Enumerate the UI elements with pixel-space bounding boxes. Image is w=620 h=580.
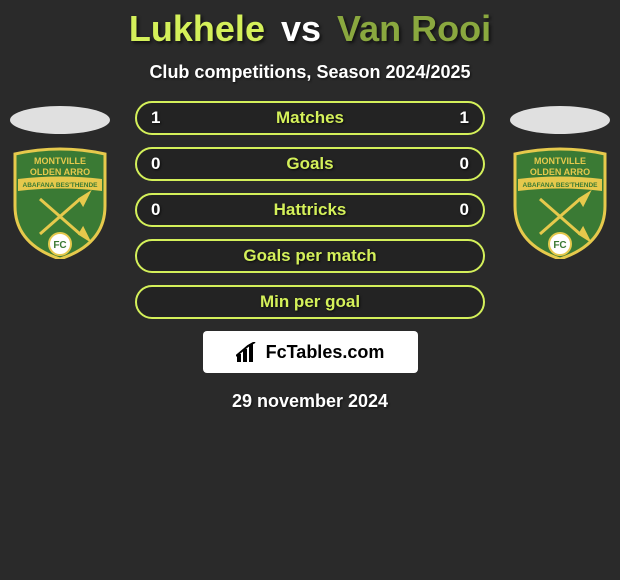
stat-label: Goals [286,154,333,174]
player1-avatar: MONTVILLEOLDEN ARROABAFANA BES'THENDEFC [10,106,110,221]
stat-label: Hattricks [274,200,347,220]
player1-head-placeholder [10,106,110,134]
brand-logo: FcTables.com [203,331,418,373]
stat-left-value: 0 [151,200,160,220]
stat-right-value: 0 [460,200,469,220]
stat-left-value: 0 [151,154,160,174]
svg-text:FC: FC [553,240,566,251]
stat-label: Matches [276,108,344,128]
player2-club-crest: MONTVILLEOLDEN ARRO ABAFANA BES'THENDE FC [510,144,610,259]
player2-head-placeholder [510,106,610,134]
footer-date: 29 november 2024 [0,391,620,412]
player2-avatar: MONTVILLEOLDEN ARROABAFANA BES'THENDEFC [510,106,610,221]
stat-label: Min per goal [260,292,360,312]
stat-row: Goals per match [135,239,485,273]
stat-right-value: 1 [460,108,469,128]
title-player2: Van Rooi [337,8,491,49]
page-title: Lukhele vs Van Rooi [0,0,620,50]
svg-text:OLDEN ARRO: OLDEN ARRO [30,167,90,177]
player1-club-crest: MONTVILLEOLDEN ARRO ABAFANA BES'THENDE FC [10,144,110,259]
stat-label: Goals per match [243,246,376,266]
brand-text: FcTables.com [266,342,385,363]
bars-icon [236,342,260,362]
svg-text:MONTVILLE: MONTVILLE [34,156,86,166]
stat-left-value: 1 [151,108,160,128]
subtitle: Club competitions, Season 2024/2025 [0,62,620,83]
title-vs: vs [281,8,321,49]
stat-row: 0 Goals 0 [135,147,485,181]
main-panel: MONTVILLEOLDEN ARROABAFANA BES'THENDEFC … [0,101,620,412]
svg-text:MONTVILLE: MONTVILLE [534,156,586,166]
stat-right-value: 0 [460,154,469,174]
stat-row: Min per goal [135,285,485,319]
svg-text:ABAFANA BES'THENDE: ABAFANA BES'THENDE [23,182,99,189]
svg-text:OLDEN ARRO: OLDEN ARRO [530,167,590,177]
title-player1: Lukhele [129,8,265,49]
stat-row: 0 Hattricks 0 [135,193,485,227]
stats-list: 1 Matches 1 0 Goals 0 0 Hattricks 0 Goals per mat… [135,101,485,319]
svg-text:ABAFANA BES'THENDE: ABAFANA BES'THENDE [523,182,599,189]
stat-row: 1 Matches 1 [135,101,485,135]
svg-text:FC: FC [53,240,66,251]
